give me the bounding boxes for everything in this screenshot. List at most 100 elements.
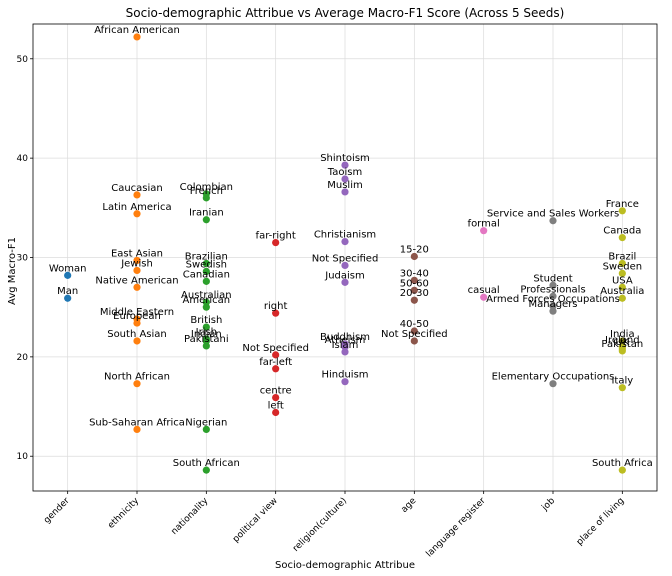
point-label: USA (612, 275, 633, 286)
y-tick-label: 40 (17, 154, 29, 164)
point-label: Buddhism (320, 332, 370, 343)
point-label: South Asian (107, 329, 167, 340)
data-point (133, 380, 141, 388)
point-label: Jewish (120, 258, 153, 269)
data-point (618, 347, 626, 355)
data-point (410, 252, 418, 261)
data-point (64, 271, 72, 279)
point-label: Managers (528, 299, 577, 310)
data-point (341, 188, 349, 196)
point-label: Canadian (183, 269, 230, 280)
point-label: Islam (332, 340, 359, 351)
data-point (341, 278, 349, 286)
data-point (341, 261, 349, 270)
point-label: 30-40 (400, 268, 429, 279)
data-point (341, 348, 349, 356)
point-label: France (606, 199, 639, 210)
data-point (410, 276, 418, 284)
data-point (341, 161, 349, 169)
point-label: Iranian (189, 208, 224, 219)
data-point (618, 234, 626, 242)
data-point (133, 283, 141, 291)
data-point (202, 216, 210, 224)
data-point (618, 384, 626, 392)
point-label: UK (615, 337, 629, 348)
data-point (618, 283, 626, 291)
point-label: far-right (256, 231, 296, 242)
data-point (202, 303, 210, 311)
point-label: Latin America (102, 202, 171, 213)
point-label: Hinduism (321, 370, 368, 381)
point-label: French (190, 186, 223, 197)
data-point (133, 319, 141, 327)
point-label: Australian (181, 290, 232, 301)
point-label: Not Specified (312, 253, 379, 264)
data-point (272, 365, 280, 373)
point-label: Man (57, 286, 78, 297)
data-point (618, 337, 626, 345)
data-point (618, 466, 626, 474)
data-point (549, 380, 557, 388)
point-label: Taoism (327, 167, 362, 178)
point-label: 40-50 (400, 319, 429, 330)
data-point (133, 210, 141, 218)
data-point (480, 227, 488, 235)
y-tick-label: 30 (17, 254, 29, 264)
data-point (410, 327, 418, 335)
point-label: American (183, 295, 231, 306)
y-tick-label: 10 (17, 452, 29, 462)
data-point (64, 294, 72, 302)
point-label: European (113, 311, 161, 322)
data-point (133, 33, 141, 41)
point-label: Brazil (608, 251, 636, 262)
chart-title: Socio-demographic Attribue vs Average Ma… (126, 6, 565, 20)
data-point (618, 259, 626, 268)
point-label: left (268, 401, 284, 412)
data-point (202, 298, 210, 306)
data-point (202, 337, 210, 345)
point-label: East Asian (111, 248, 163, 259)
point-label: Caucasian (111, 183, 163, 194)
data-point (272, 408, 280, 417)
x-axis-label: Socio-demographic Attribue (275, 560, 415, 571)
data-point (272, 351, 280, 359)
point-label: far-left (259, 357, 292, 368)
point-labels: Woman Man African American Caucasian Latin A… (49, 25, 653, 469)
point-label: British (190, 315, 222, 326)
data-point (618, 269, 626, 277)
point-label: 50-60 (400, 278, 429, 289)
data-point (410, 296, 418, 304)
point-label: Elementary Occupations (492, 372, 615, 383)
point-label: Woman (49, 263, 87, 274)
data-point (202, 466, 210, 474)
point-label: Australia (600, 286, 644, 297)
point-label: Italy (611, 376, 633, 387)
data-point (549, 307, 557, 315)
point-label: Pakistani (184, 334, 229, 345)
point-label: right (264, 301, 288, 312)
point-label: 20-30 (400, 288, 429, 299)
point-label: Indian (191, 329, 222, 340)
point-label: North African (104, 372, 170, 383)
data-point (133, 256, 141, 265)
point-label: Middle Eastern (100, 307, 174, 318)
data-point (202, 194, 210, 202)
y-tick-label: 20 (17, 353, 29, 363)
data-point (549, 217, 557, 225)
point-label: Judaism (324, 270, 365, 281)
data-point (202, 267, 210, 276)
point-label: Irish (196, 327, 217, 338)
point-label: casual (468, 285, 500, 296)
data-point (202, 259, 210, 268)
point-label: Native American (95, 275, 178, 286)
point-label: India (610, 329, 635, 340)
point-label: 15-20 (400, 245, 429, 256)
point-label: South African (173, 458, 240, 469)
point-label: Atheism (325, 335, 366, 346)
point-label: formal (468, 219, 500, 230)
y-axis-label: Avg Macro-F1 (7, 237, 18, 305)
point-label: Armed Forces Occupations (486, 294, 620, 305)
point-label: Swedish (186, 259, 227, 270)
data-point (618, 207, 626, 215)
